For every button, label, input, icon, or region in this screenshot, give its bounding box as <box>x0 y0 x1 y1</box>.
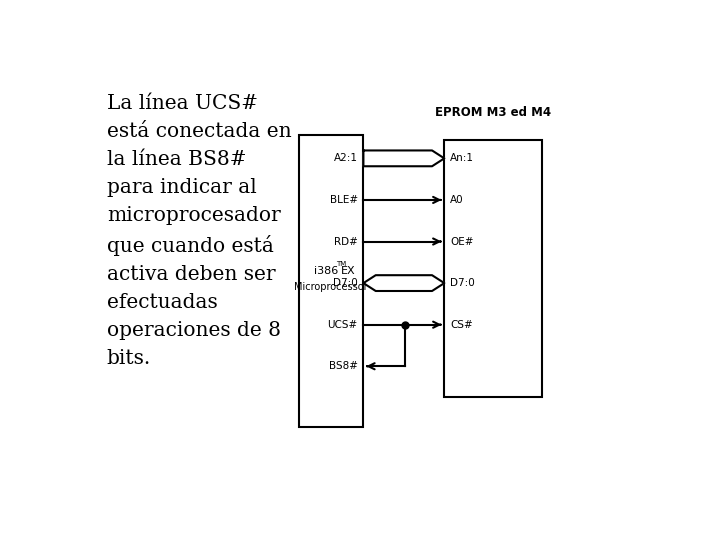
Polygon shape <box>364 151 444 166</box>
Text: EX: EX <box>341 266 355 275</box>
Text: BLE#: BLE# <box>330 195 358 205</box>
Text: A0: A0 <box>450 195 464 205</box>
Text: UCS#: UCS# <box>328 320 358 330</box>
Text: CS#: CS# <box>450 320 472 330</box>
Text: i386: i386 <box>315 266 338 275</box>
Text: Microprocessor: Microprocessor <box>294 282 368 292</box>
Bar <box>444 140 542 397</box>
Text: BS8#: BS8# <box>329 361 358 372</box>
Text: An:1: An:1 <box>450 153 474 164</box>
Text: EPROM M3 ed M4: EPROM M3 ed M4 <box>435 106 551 119</box>
Bar <box>300 136 364 427</box>
Text: D7:0: D7:0 <box>333 278 358 288</box>
Text: D7:0: D7:0 <box>450 278 474 288</box>
Text: A2:1: A2:1 <box>334 153 358 164</box>
Text: La línea UCS#
está conectada en
la línea BS8#
para indicar al
microprocesador
qu: La línea UCS# está conectada en la línea… <box>107 94 292 368</box>
Polygon shape <box>364 275 444 291</box>
Text: TM: TM <box>336 261 346 267</box>
Text: RD#: RD# <box>334 237 358 247</box>
Text: OE#: OE# <box>450 237 474 247</box>
